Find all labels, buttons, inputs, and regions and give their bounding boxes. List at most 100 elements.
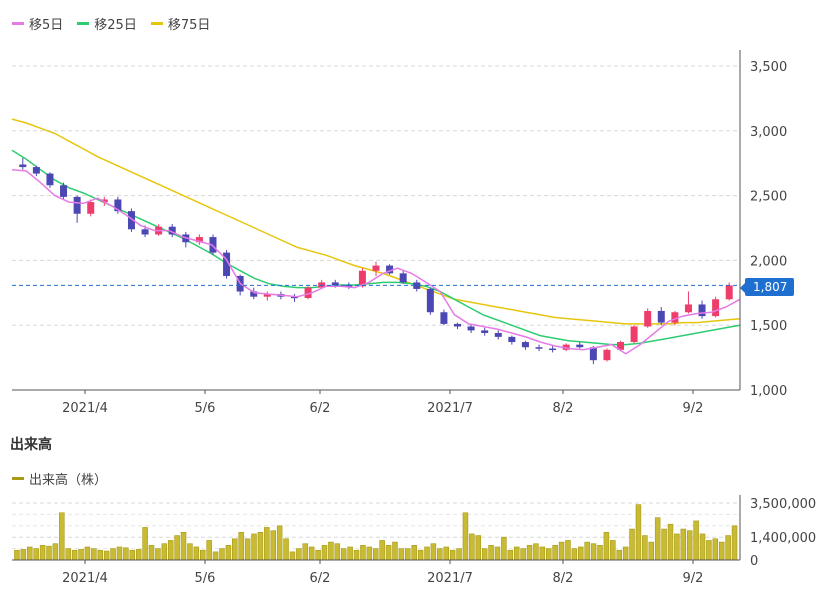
candle [386, 264, 394, 275]
ma75-legend-label: 移75日 [167, 18, 211, 33]
volume-legend-item: 出来高（株） [12, 469, 107, 488]
price-candles [19, 158, 733, 365]
volume-bar [103, 550, 110, 561]
volume-y-ticks: 3,500,000 1,400,000 0 [750, 497, 816, 569]
volume-bar [39, 545, 46, 561]
volume-bar [417, 549, 424, 561]
volume-bar [565, 540, 571, 561]
volume-bar [686, 530, 693, 561]
volume-bar [193, 546, 200, 561]
volume-bar [597, 545, 603, 561]
volume-bar [590, 543, 597, 561]
volume-bar [27, 546, 33, 561]
candle [617, 340, 625, 352]
volume-bar [661, 528, 667, 561]
volume-bar [372, 548, 379, 561]
volume-bar [725, 535, 731, 561]
candle [372, 261, 380, 276]
volume-bar [225, 545, 232, 561]
volume-bar [187, 543, 193, 561]
candle [195, 234, 203, 245]
ma5-legend-label: 移5日 [29, 18, 64, 33]
volume-x-tick-label: 8/2 [553, 571, 574, 586]
volume-legend-swatch [12, 477, 24, 480]
price-gridlines [12, 65, 740, 326]
volume-bar [97, 549, 103, 561]
volume-bar [33, 548, 39, 561]
volume-bar [654, 517, 661, 561]
candle [603, 348, 611, 362]
candle [182, 231, 190, 248]
volume-bar [91, 548, 97, 561]
volume-bar [398, 548, 405, 561]
ma75-series [11, 118, 741, 325]
volume-bar [456, 548, 462, 561]
volume-x-tick-label: 5/6 [195, 571, 216, 586]
volume-bar [706, 540, 712, 561]
volume-bar [212, 551, 219, 561]
volume-bar [219, 548, 225, 561]
volume-bar [257, 532, 264, 561]
volume-bar [462, 512, 469, 561]
candle [481, 327, 489, 336]
volume-legend-label: 出来高（株） [29, 473, 108, 488]
price-y-tick-label: 1,000 [750, 384, 787, 399]
volume-bar [642, 535, 648, 561]
price-x-tick-label: 2021/4 [62, 401, 108, 416]
candle [508, 335, 516, 345]
price-x-tick-label: 9/2 [683, 401, 704, 416]
volume-section-title: 出来高 [10, 437, 52, 453]
volume-bar [78, 549, 84, 561]
volume-bar [507, 549, 514, 561]
volume-bar [635, 504, 642, 561]
ma5-legend: 移5日 [12, 14, 63, 33]
volume-bar [283, 538, 289, 561]
volume-bar [353, 549, 360, 561]
volume-bar [334, 543, 341, 561]
ma75-legend: 移75日 [150, 14, 211, 33]
candle [114, 196, 122, 214]
volume-bar [494, 546, 501, 561]
volume-bar [731, 525, 738, 561]
candle [644, 308, 652, 328]
volume-bar [347, 546, 353, 561]
price-x-tick-label: 8/2 [553, 401, 574, 416]
ma5-line [11, 168, 741, 355]
candle [426, 287, 434, 315]
candle [549, 345, 557, 353]
candle [521, 340, 529, 350]
volume-bar [533, 543, 539, 561]
volume-bar [610, 540, 616, 561]
volume-bar [135, 549, 142, 561]
volume-bar [360, 545, 366, 561]
volume-bar [379, 540, 385, 561]
volume-bar [155, 548, 161, 561]
volume-bar [571, 548, 578, 561]
volume-x-tick-label: 2021/4 [62, 571, 108, 586]
volume-bar [648, 541, 655, 561]
volume-x-tick-label: 9/2 [683, 571, 704, 586]
ma75-legend-swatch [150, 22, 163, 25]
volume-bar [161, 543, 168, 561]
volume-bar [680, 528, 687, 561]
current-price-badge: 1,807 [739, 278, 795, 296]
volume-bar [116, 546, 123, 561]
volume-y-tick-label: 1,400,000 [750, 531, 816, 546]
volume-bar [308, 546, 315, 561]
volume-bar [148, 545, 155, 561]
volume-bar [315, 549, 321, 561]
volume-bar [328, 541, 334, 561]
volume-bar [622, 546, 629, 561]
volume-bar [14, 549, 20, 561]
volume-bar [276, 525, 283, 561]
price-x-tick-label: 2021/7 [427, 401, 473, 416]
candle [87, 199, 95, 217]
ma75-line [11, 118, 741, 325]
axes [12, 50, 741, 561]
volume-bar [142, 527, 148, 561]
volume-bar [584, 541, 590, 561]
volume-bar [65, 548, 71, 561]
ma25-legend-label: 移25日 [94, 18, 137, 33]
volume-bar [251, 533, 257, 561]
